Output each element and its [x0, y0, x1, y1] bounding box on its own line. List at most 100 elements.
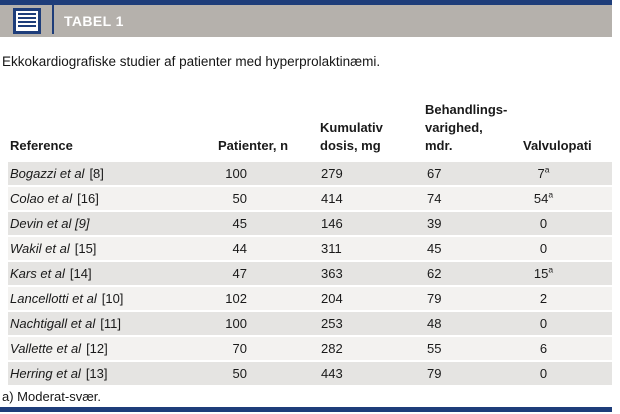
valvulopathy-value: 0: [539, 241, 548, 256]
table-body: Bogazzi et al [8] 100 279 67 7a Colao et …: [8, 162, 612, 385]
footnote-marker: a: [548, 189, 554, 200]
reference-cell: Wakil et al [15]: [8, 237, 218, 260]
table-row: Kars et al [14] 47 363 62 15a: [8, 262, 612, 285]
duration-cell: 74: [425, 187, 523, 210]
dose-cell: 146: [320, 212, 425, 235]
data-table: Reference Patienter, n Kumulativ dosis, …: [8, 99, 612, 387]
duration-cell: 45: [425, 237, 523, 260]
column-header-treatment-duration: Behandlings- varighed, mdr.: [425, 102, 508, 153]
patients-cell: 44: [218, 237, 320, 260]
duration-cell: 79: [425, 287, 523, 310]
patients-cell: 70: [218, 337, 320, 360]
valvulopathy-cell: 0: [523, 312, 612, 335]
data-table-wrapper: Reference Patienter, n Kumulativ dosis, …: [8, 99, 612, 387]
valvulopathy-cell: 7a: [523, 162, 612, 185]
reference-author: Vallette et al: [10, 341, 82, 356]
valvulopathy-value: 54: [533, 191, 549, 206]
valvulopathy-cell: 54a: [523, 187, 612, 210]
reference-cell: Bogazzi et al [8]: [8, 162, 218, 185]
reference-citation: [12]: [86, 341, 108, 356]
table-footnote: a) Moderat-svær.: [2, 389, 101, 404]
reference-citation: [10]: [101, 291, 124, 306]
dose-cell: 282: [320, 337, 425, 360]
duration-cell: 67: [425, 162, 523, 185]
band-divider: [52, 5, 54, 34]
reference-cell: Lancellotti et al [10]: [8, 287, 218, 310]
patients-cell: 50: [218, 362, 320, 385]
reference-cell: Herring et al [13]: [8, 362, 218, 385]
reference-cell: Nachtigall et al [11]: [8, 312, 218, 335]
table-row: Devin et al [9] 45 146 39 0: [8, 212, 612, 235]
reference-author: Lancellotti et al: [10, 291, 97, 306]
duration-cell: 48: [425, 312, 523, 335]
dose-cell: 363: [320, 262, 425, 285]
reference-author: Nachtigall et al: [10, 316, 96, 331]
column-header-cumulative-dose: Kumulativ dosis, mg: [320, 120, 383, 153]
table-tag-band: TABEL 1: [0, 5, 612, 37]
valvulopathy-value: 2: [539, 291, 548, 306]
bottom-accent-bar: [0, 407, 612, 412]
reference-citation: [13]: [85, 366, 108, 381]
valvulopathy-cell: 2: [523, 287, 612, 310]
valvulopathy-value: 0: [539, 316, 548, 331]
table-header: Reference Patienter, n Kumulativ dosis, …: [8, 101, 612, 160]
valvulopathy-cell: 0: [523, 362, 612, 385]
reference-cell: Kars et al [14]: [8, 262, 218, 285]
valvulopathy-value: 7: [537, 166, 545, 181]
patients-cell: 100: [218, 312, 320, 335]
table-caption: Ekkokardiografiske studier af patienter …: [2, 54, 381, 69]
dose-cell: 204: [320, 287, 425, 310]
patients-cell: 102: [218, 287, 320, 310]
duration-cell: 39: [425, 212, 523, 235]
reference-citation: [15]: [74, 241, 97, 256]
table-row: Nachtigall et al [11] 100 253 48 0: [8, 312, 612, 335]
valvulopathy-cell: 0: [523, 212, 612, 235]
reference-author: Herring et al: [10, 366, 81, 381]
patients-cell: 50: [218, 187, 320, 210]
valvulopathy-value: 0: [539, 216, 548, 231]
table-tag-label: TABEL 1: [64, 13, 124, 29]
column-header-valvulopathy: Valvulopati: [523, 138, 592, 153]
duration-cell: 55: [425, 337, 523, 360]
table-row: Wakil et al [15] 44 311 45 0: [8, 237, 612, 260]
footnote-marker: a: [548, 264, 554, 275]
dose-cell: 253: [320, 312, 425, 335]
dose-cell: 311: [320, 237, 425, 260]
reference-author: Kars et al: [10, 266, 65, 281]
reference-cell: Vallette et al [12]: [8, 337, 218, 360]
column-header-reference: Reference: [10, 138, 73, 153]
patients-cell: 47: [218, 262, 320, 285]
table-list-icon-lines: [18, 13, 36, 29]
reference-author: Colao et al: [10, 191, 73, 206]
reference-author: Wakil et al: [10, 241, 70, 256]
valvulopathy-value: 6: [539, 341, 548, 356]
dose-cell: 443: [320, 362, 425, 385]
table-list-icon: [13, 8, 41, 34]
duration-cell: 79: [425, 362, 523, 385]
column-header-patients: Patienter, n: [218, 138, 289, 153]
reference-citation: [11]: [100, 316, 121, 331]
top-accent-bar: [0, 0, 612, 5]
reference-citation: [8]: [89, 166, 104, 181]
patients-cell: 100: [218, 162, 320, 185]
duration-cell: 62: [425, 262, 523, 285]
reference-cell: Colao et al [16]: [8, 187, 218, 210]
footnote-marker: a: [544, 164, 550, 175]
valvulopathy-value: 0: [539, 366, 548, 381]
dose-cell: 414: [320, 187, 425, 210]
reference-cell: Devin et al [9]: [8, 212, 218, 235]
reference-citation: [14]: [69, 266, 92, 281]
reference-author: Bogazzi et al: [10, 166, 85, 181]
table-row: Herring et al [13] 50 443 79 0: [8, 362, 612, 385]
reference-author: Devin et al [9]: [10, 216, 90, 231]
table-row: Colao et al [16] 50 414 74 54a: [8, 187, 612, 210]
valvulopathy-cell: 0: [523, 237, 612, 260]
valvulopathy-cell: 15a: [523, 262, 612, 285]
valvulopathy-value: 15: [533, 266, 549, 281]
dose-cell: 279: [320, 162, 425, 185]
reference-citation: [16]: [77, 191, 99, 206]
table-row: Vallette et al [12] 70 282 55 6: [8, 337, 612, 360]
patients-cell: 45: [218, 212, 320, 235]
table-row: Lancellotti et al [10] 102 204 79 2: [8, 287, 612, 310]
valvulopathy-cell: 6: [523, 337, 612, 360]
